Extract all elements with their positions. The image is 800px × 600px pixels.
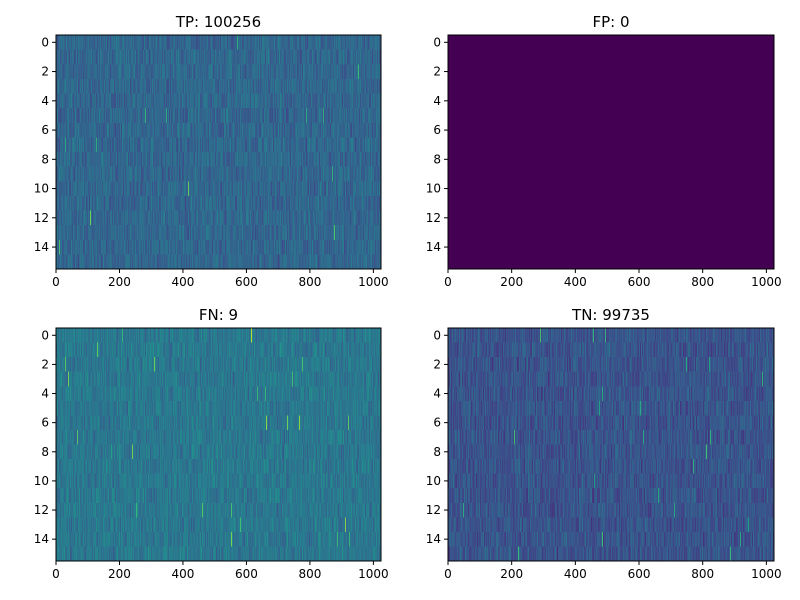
heatmap-image-tp (56, 35, 381, 269)
y-tick-label-fn-0: 0 (41, 328, 49, 342)
y-tick-label-tp-7: 14 (34, 240, 49, 254)
y-tick-label-tn-6: 12 (426, 503, 441, 517)
y-tick-label-tn-3: 6 (433, 416, 441, 430)
panel-fn: FN: 9 0 200 400 600 800 1000 0 2 4 6 8 10 12 14 (34, 306, 389, 581)
panel-title-tn: TN: 99735 (571, 306, 650, 324)
x-tick-label-fp-5: 1000 (751, 275, 782, 289)
x-tick-label-fn-1: 200 (108, 567, 131, 581)
x-tick-label-tn-2: 400 (564, 567, 587, 581)
x-tick-label-fn-2: 400 (172, 567, 195, 581)
x-tick-label-fn-3: 600 (235, 567, 258, 581)
axes-frame-tp (55, 34, 382, 270)
x-tick-label-tn-1: 200 (500, 567, 523, 581)
x-tick-label-tn-3: 600 (628, 567, 651, 581)
x-tick-label-tp-4: 800 (298, 275, 321, 289)
y-tick-label-fp-5: 10 (426, 182, 441, 196)
y-tick-label-fp-4: 8 (433, 152, 441, 166)
axes-frame-tn (447, 327, 775, 562)
x-tick-label-tn-5: 1000 (751, 567, 782, 581)
heatmap-image-tn (448, 328, 774, 561)
y-tick-label-tp-2: 4 (41, 94, 49, 108)
y-tick-label-fn-6: 12 (34, 503, 49, 517)
y-tick-label-tn-5: 10 (426, 474, 441, 488)
y-tick-label-fp-2: 4 (433, 94, 441, 108)
x-tick-label-tp-5: 1000 (358, 275, 389, 289)
y-tick-label-tn-7: 14 (426, 532, 441, 546)
y-tick-label-tp-5: 10 (34, 182, 49, 196)
x-tick-label-fp-4: 800 (691, 275, 714, 289)
x-tick-label-fn-4: 800 (298, 567, 321, 581)
y-tick-label-fp-3: 6 (433, 123, 441, 137)
y-tick-label-fn-1: 2 (41, 357, 49, 371)
panel-fp: FP: 0 0 200 400 600 800 1000 0 2 4 6 8 10 12 14 (426, 13, 782, 289)
panel-title-fp: FP: 0 (592, 13, 629, 31)
y-tick-label-tp-3: 6 (41, 123, 49, 137)
panel-title-tp: TP: 100256 (175, 13, 261, 31)
axes-frame-fp (447, 34, 775, 270)
heatmap-image-fn (56, 328, 381, 561)
y-tick-label-fp-1: 2 (433, 65, 441, 79)
y-tick-label-tn-2: 4 (433, 387, 441, 401)
y-tick-label-fn-5: 10 (34, 474, 49, 488)
y-tick-label-fp-7: 14 (426, 240, 441, 254)
panel-title-fn: FN: 9 (199, 306, 238, 324)
x-tick-label-tn-0: 0 (444, 567, 452, 581)
axes-frame-fn (55, 327, 382, 562)
y-tick-label-tn-0: 0 (433, 328, 441, 342)
x-tick-label-fn-5: 1000 (358, 567, 389, 581)
y-tick-label-tn-1: 2 (433, 357, 441, 371)
x-tick-label-fp-0: 0 (444, 275, 452, 289)
y-tick-label-fn-2: 4 (41, 387, 49, 401)
y-tick-label-tp-1: 2 (41, 65, 49, 79)
y-tick-label-tp-0: 0 (41, 35, 49, 49)
panel-tn: TN: 99735 0 200 400 600 800 1000 0 2 4 6 8 10 12 14 (426, 306, 782, 581)
x-tick-label-tp-2: 400 (172, 275, 195, 289)
panel-tp: TP: 100256 0 200 400 600 800 1000 0 2 4 6 8 10 12 14 (34, 13, 389, 289)
x-tick-label-fp-3: 600 (628, 275, 651, 289)
heatmap-image-fp (448, 35, 774, 269)
y-tick-label-fp-6: 12 (426, 211, 441, 225)
y-tick-label-tp-6: 12 (34, 211, 49, 225)
y-tick-label-fn-4: 8 (41, 445, 49, 459)
x-tick-label-fn-0: 0 (52, 567, 60, 581)
y-tick-label-fn-7: 14 (34, 532, 49, 546)
y-tick-label-tp-4: 8 (41, 152, 49, 166)
y-tick-label-fn-3: 6 (41, 416, 49, 430)
x-tick-label-tp-0: 0 (52, 275, 60, 289)
y-tick-label-tn-4: 8 (433, 445, 441, 459)
y-tick-label-fp-0: 0 (433, 35, 441, 49)
x-tick-label-tp-3: 600 (235, 275, 258, 289)
x-tick-label-fp-1: 200 (500, 275, 523, 289)
x-tick-label-tp-1: 200 (108, 275, 131, 289)
x-tick-label-fp-2: 400 (564, 275, 587, 289)
x-tick-label-tn-4: 800 (691, 567, 714, 581)
